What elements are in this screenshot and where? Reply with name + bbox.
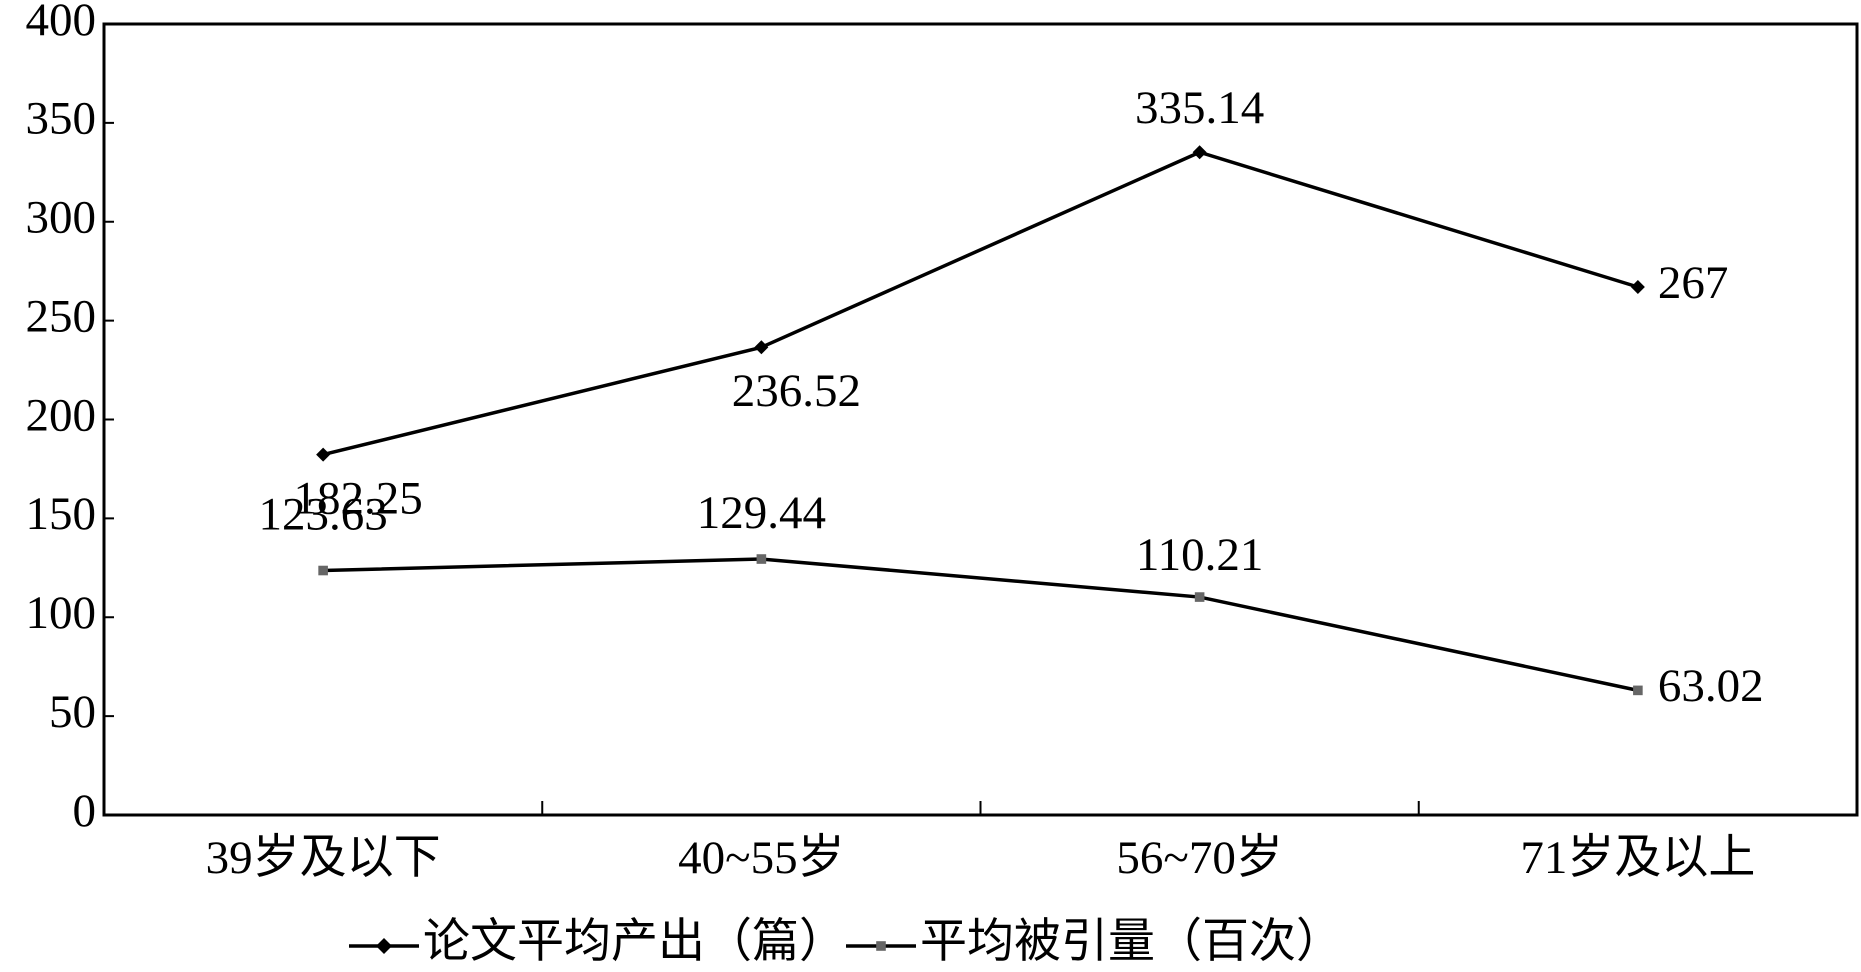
data-label: 110.21 <box>1136 529 1264 581</box>
data-label: 182.25 <box>294 472 423 524</box>
marker <box>756 554 767 564</box>
data-label: 335.14 <box>1135 82 1264 134</box>
y-tick-label: 250 <box>26 290 97 342</box>
marker <box>876 941 886 951</box>
y-tick-label: 150 <box>26 488 97 540</box>
marker <box>318 565 328 576</box>
series-line <box>322 150 1639 457</box>
y-tick-label: 350 <box>26 93 97 145</box>
y-tick-label: 200 <box>26 389 97 441</box>
marker <box>1194 592 1205 602</box>
data-label: 267 <box>1658 257 1729 309</box>
marker <box>376 938 392 954</box>
marker <box>1633 685 1643 696</box>
data-label: 123.63 <box>259 488 388 540</box>
data-label: 236.52 <box>732 365 861 417</box>
x-tick-label: 39岁及以下 <box>206 832 441 884</box>
legend-label: 论文平均产出（篇） <box>423 916 846 968</box>
x-tick-label: 56~70岁 <box>1116 832 1282 884</box>
y-tick-label: 400 <box>26 0 97 46</box>
y-tick-label: 300 <box>26 192 97 244</box>
marker <box>754 340 769 355</box>
marker <box>1630 280 1645 295</box>
y-tick-label: 50 <box>49 686 96 738</box>
series-line <box>323 557 1639 693</box>
x-tick-label: 71岁及以上 <box>1520 832 1755 884</box>
marker <box>1192 145 1207 160</box>
y-tick-label: 100 <box>26 587 97 639</box>
marker <box>316 447 331 462</box>
data-label: 129.44 <box>697 487 826 539</box>
y-tick-label: 0 <box>73 785 97 837</box>
plot-frame <box>102 22 1859 817</box>
data-label: 63.02 <box>1658 660 1764 712</box>
x-tick-label: 40~55岁 <box>678 832 844 884</box>
legend-label: 平均被引量（百次） <box>920 916 1343 968</box>
